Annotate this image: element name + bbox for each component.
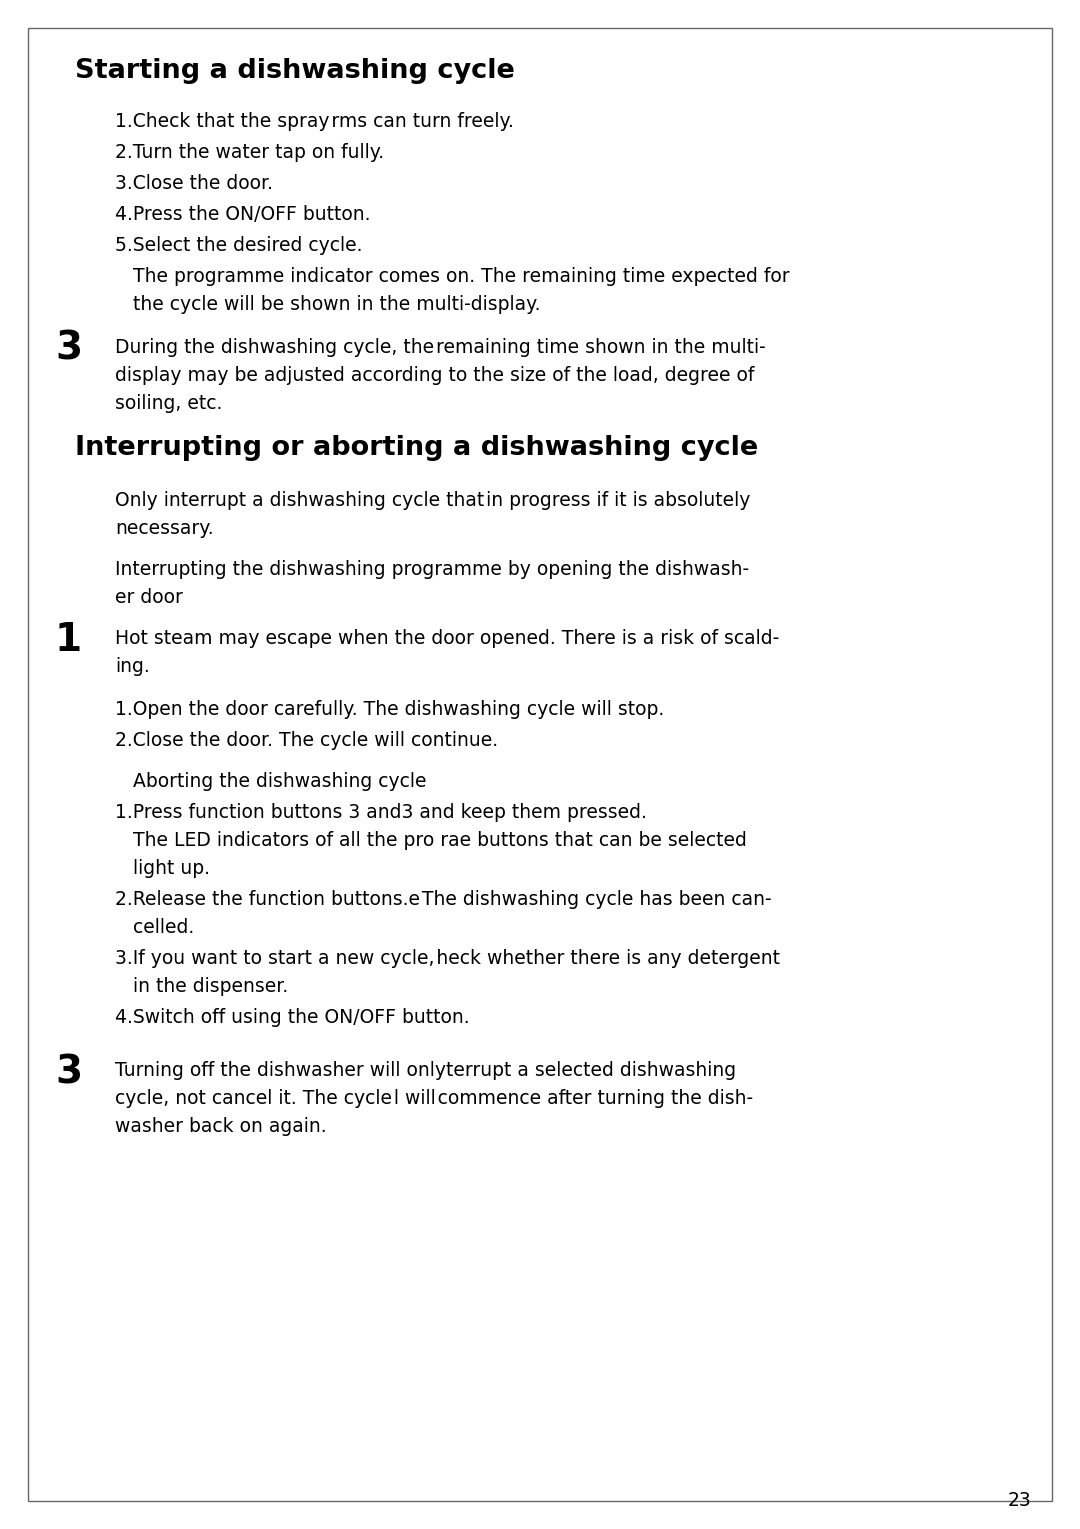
Text: 2.Release the function buttons.e The dishwashing cycle has been can-: 2.Release the function buttons.e The dis… bbox=[114, 890, 771, 910]
Text: 1.Open the door carefully. The dishwashing cycle will stop.: 1.Open the door carefully. The dishwashi… bbox=[114, 700, 664, 719]
Text: Starting a dishwashing cycle: Starting a dishwashing cycle bbox=[75, 58, 515, 84]
Text: During the dishwashing cycle, the remaining time shown in the multi-: During the dishwashing cycle, the remain… bbox=[114, 338, 766, 356]
Text: 3: 3 bbox=[55, 1053, 82, 1092]
Text: 4.Press the ON/OFF button.: 4.Press the ON/OFF button. bbox=[114, 205, 370, 225]
Text: 2.Close the door. The cycle will continue.: 2.Close the door. The cycle will continu… bbox=[114, 731, 498, 751]
Text: ing.: ing. bbox=[114, 657, 150, 676]
Text: light up.: light up. bbox=[133, 859, 210, 878]
Text: 1: 1 bbox=[55, 621, 82, 659]
Text: Interrupting or aborting a dishwashing cycle: Interrupting or aborting a dishwashing c… bbox=[75, 434, 758, 462]
Text: er door: er door bbox=[114, 589, 183, 607]
Text: 23: 23 bbox=[1008, 1491, 1031, 1511]
Text: Only interrupt a dishwashing cycle that in progress if it is absolutely: Only interrupt a dishwashing cycle that … bbox=[114, 491, 751, 511]
Text: Interrupting the dishwashing programme by opening the dishwash-: Interrupting the dishwashing programme b… bbox=[114, 560, 750, 579]
Text: 3.If you want to start a new cycle, heck whether there is any detergent: 3.If you want to start a new cycle, heck… bbox=[114, 950, 780, 968]
Text: the cycle will be shown in the multi-display.: the cycle will be shown in the multi-dis… bbox=[133, 295, 540, 313]
Text: cycle, not cancel it. The cycle l will commence after turning the dish-: cycle, not cancel it. The cycle l will c… bbox=[114, 1089, 753, 1109]
Text: in the dispenser.: in the dispenser. bbox=[133, 977, 288, 995]
Text: 1.Check that the spray rms can turn freely.: 1.Check that the spray rms can turn free… bbox=[114, 112, 514, 131]
Text: Aborting the dishwashing cycle: Aborting the dishwashing cycle bbox=[133, 772, 427, 790]
Text: celled.: celled. bbox=[133, 917, 194, 937]
Text: 1.Press function buttons​ 3 and3 and keep them pressed.: 1.Press function buttons​ 3 and3 and kee… bbox=[114, 803, 647, 823]
Text: 2.Turn the water tap on fully.: 2.Turn the water tap on fully. bbox=[114, 144, 384, 162]
Text: 4.Switch off using the ON/OFF button.: 4.Switch off using the ON/OFF button. bbox=[114, 1008, 470, 1027]
Text: Hot steam may escape when the door opened. There is a risk of scald-: Hot steam may escape when the door opene… bbox=[114, 628, 780, 648]
Text: 5.Select the desired cycle.: 5.Select the desired cycle. bbox=[114, 235, 363, 255]
Text: 3: 3 bbox=[55, 330, 82, 368]
Text: washer back on again.: washer back on again. bbox=[114, 1118, 326, 1136]
Text: soiling, etc.: soiling, etc. bbox=[114, 394, 222, 413]
Text: The LED indicators of all the pro rae buttons that can be selected: The LED indicators of all the pro rae bu… bbox=[133, 830, 747, 850]
Text: Turning off the dishwasher will only​terrupt a selected dishwashing: Turning off the dishwasher will only​ter… bbox=[114, 1061, 737, 1079]
Text: 3.Close the door.: 3.Close the door. bbox=[114, 174, 273, 193]
Text: The programme indicator comes on. The remaining time expected for: The programme indicator comes on. The re… bbox=[133, 268, 789, 286]
Text: display may be adjusted according to the size of the load, degree of: display may be adjusted according to the… bbox=[114, 365, 754, 385]
Text: necessary.: necessary. bbox=[114, 518, 214, 538]
